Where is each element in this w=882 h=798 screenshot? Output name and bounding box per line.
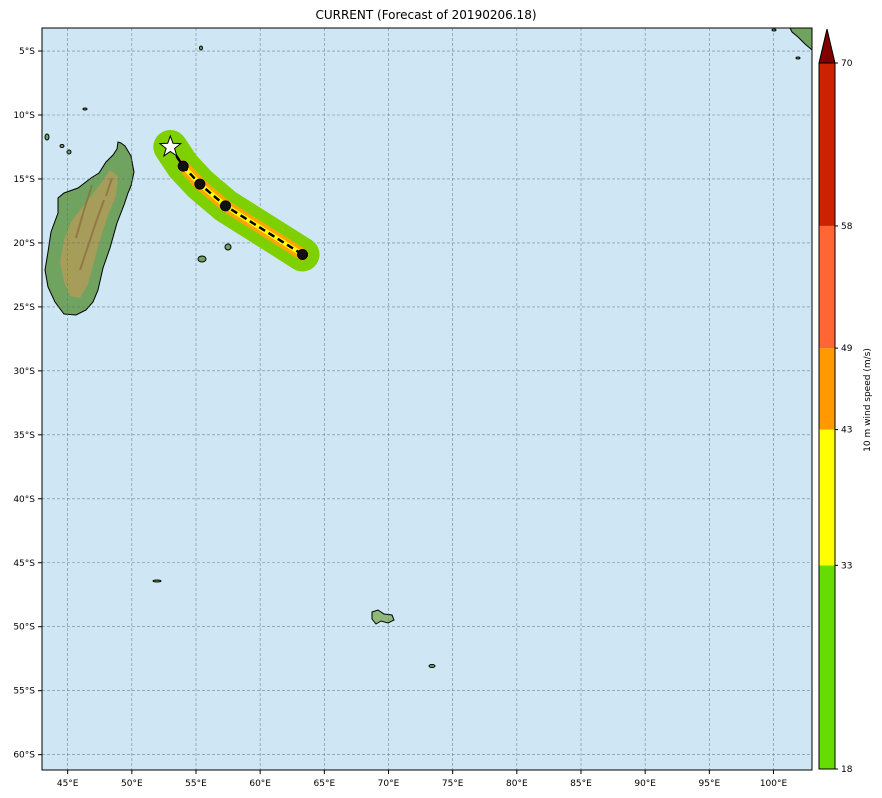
y-tick-label: 50°S [13, 623, 35, 633]
longitude-axis: 45°E 50°E 55°E 60°E 65°E 70°E 75°E 80°E 85°E 90°E… [57, 770, 788, 789]
colorbar-label: 10 m wind speed (m/s) [863, 348, 873, 452]
seychelles-island [199, 45, 203, 51]
y-tick-label: 15°S [13, 175, 35, 185]
sumatra-coast [789, 28, 812, 51]
x-tick-label: 95°E [699, 779, 721, 789]
track-point [177, 160, 189, 172]
comoros-island [66, 149, 72, 155]
small-island [771, 28, 777, 32]
x-tick-label: 85°E [570, 779, 592, 789]
x-tick-label: 45°E [57, 779, 79, 789]
map-title: CURRENT (Forecast of 20190206.18) [315, 8, 537, 22]
x-tick-label: 75°E [442, 779, 464, 789]
reunion-island [197, 255, 207, 263]
colorbar-segment [819, 63, 835, 226]
grid-lines [42, 28, 812, 770]
crozet-island [152, 579, 162, 583]
colorbar-frame [818, 62, 836, 770]
y-tick-label: 55°S [13, 687, 35, 697]
colorbar-segment [819, 348, 835, 430]
x-tick-label: 90°E [634, 779, 656, 789]
x-tick-label: 55°E [185, 779, 207, 789]
map-frame [41, 27, 813, 771]
x-tick-label: 100°E [760, 779, 788, 789]
colorbar-tick-label: 33 [841, 561, 852, 571]
y-tick-label: 5°S [19, 47, 35, 57]
y-tick-label: 20°S [13, 239, 35, 249]
y-tick-label: 45°S [13, 559, 35, 569]
mauritius-island [224, 243, 232, 251]
colorbar-tick-label: 58 [841, 222, 853, 232]
y-tick-label: 35°S [13, 431, 35, 441]
latitude-axis: 5°S 10°S 15°S 20°S 25°S 30°S 35°S 40°S 45°S 50°S 5… [13, 47, 42, 761]
small-island [795, 56, 801, 60]
start-star-icon [158, 134, 183, 158]
storm-track [153, 129, 320, 272]
y-tick-label: 30°S [13, 367, 35, 377]
colorbar-segment [819, 225, 835, 349]
colorbar-segment [819, 429, 835, 566]
land-layer [44, 28, 812, 668]
colorbar-tick-label: 49 [841, 344, 853, 354]
comoros-island [59, 144, 65, 148]
colorbar-extend-arrow [818, 28, 836, 64]
track-point [220, 200, 232, 212]
colorbar-tick-label: 18 [841, 765, 853, 775]
y-tick-label: 60°S [13, 751, 35, 761]
colorbar: 18 33 43 49 58 70 [818, 28, 853, 775]
comoros-island [44, 133, 50, 141]
x-tick-label: 70°E [378, 779, 400, 789]
track-point [194, 178, 206, 190]
colorbar-tick-label: 43 [841, 426, 852, 436]
madagascar-relief [75, 177, 113, 271]
x-tick-label: 60°E [249, 779, 271, 789]
track-point [297, 248, 309, 260]
y-tick-label: 25°S [13, 303, 35, 313]
colorbar-segment [819, 565, 835, 769]
small-island [82, 107, 88, 111]
colorbar-tick-label: 70 [841, 59, 853, 69]
x-tick-label: 50°E [121, 779, 143, 789]
x-tick-label: 65°E [314, 779, 336, 789]
y-tick-label: 10°S [13, 111, 35, 121]
x-tick-label: 80°E [506, 779, 528, 789]
heard-island [428, 664, 436, 668]
y-tick-label: 40°S [13, 495, 35, 505]
